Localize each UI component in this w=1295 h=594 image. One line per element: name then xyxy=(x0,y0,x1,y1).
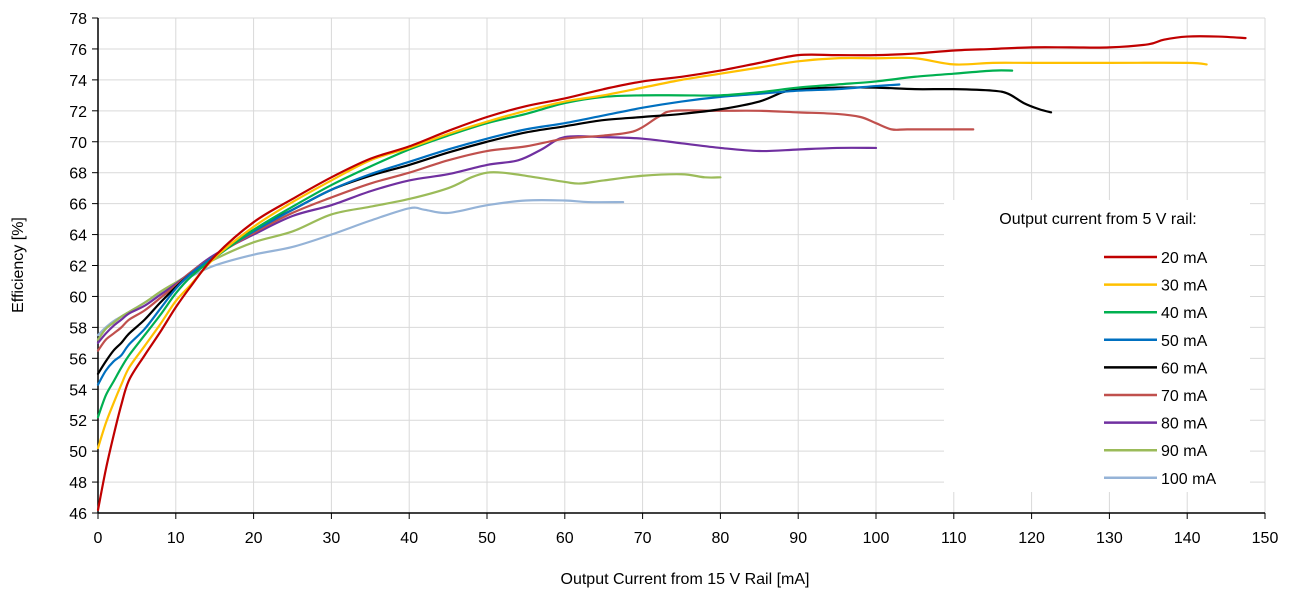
legend-label-30-ma: 30 mA xyxy=(1161,278,1208,295)
legend-label-20-ma: 20 mA xyxy=(1161,250,1208,267)
legend-title: Output current from 5 V rail: xyxy=(999,211,1196,228)
axes: 0 10 20 30 40 50 60 70 80 90 100 110 120 130 140 150 46 4… xyxy=(69,11,1278,547)
series-line-100-ma xyxy=(96,199,625,337)
legend-label-60-ma: 60 mA xyxy=(1161,360,1208,377)
series-line-60-ma xyxy=(96,86,1053,375)
x-tick-label: 110 xyxy=(941,530,967,547)
legend-label-70-ma: 70 mA xyxy=(1161,388,1208,405)
y-tick-label: 52 xyxy=(69,413,87,430)
series-line-20-ma xyxy=(96,35,1247,512)
x-tick-label: 140 xyxy=(1174,530,1201,547)
y-tick-label: 70 xyxy=(69,135,87,152)
y-tick-label: 56 xyxy=(69,351,87,368)
legend-label-80-ma: 80 mA xyxy=(1161,416,1208,433)
x-tick-label: 100 xyxy=(863,530,890,547)
x-tick-label: 80 xyxy=(712,530,730,547)
y-tick-label: 46 xyxy=(69,506,87,523)
legend-background xyxy=(944,200,1250,492)
y-tick-label: 78 xyxy=(69,11,87,28)
y-tick-label: 64 xyxy=(69,228,87,245)
y-tick-label: 72 xyxy=(69,104,87,121)
x-tick-label: 20 xyxy=(245,530,263,547)
x-axis-label: Output Current from 15 V Rail [mA] xyxy=(561,571,810,588)
x-tick-label: 150 xyxy=(1252,530,1279,547)
x-tick-label: 90 xyxy=(789,530,807,547)
legend-label-40-ma: 40 mA xyxy=(1161,305,1208,322)
y-tick-label: 74 xyxy=(69,73,87,90)
legend: Output current from 5 V rail: 20 mA 30 mA 4… xyxy=(944,200,1250,492)
series-lines xyxy=(96,35,1247,512)
y-tick-label: 50 xyxy=(69,444,87,461)
y-tick-label: 68 xyxy=(69,166,87,183)
legend-label-100-ma: 100 mA xyxy=(1161,471,1216,488)
series-line-80-ma xyxy=(96,135,878,344)
y-tick-label: 58 xyxy=(69,320,87,337)
y-axis-label: Efficiency [%] xyxy=(10,217,27,313)
x-tick-label: 130 xyxy=(1096,530,1123,547)
x-tick-label: 70 xyxy=(634,530,652,547)
series-line-40-ma xyxy=(96,69,1014,419)
x-tick-label: 50 xyxy=(478,530,496,547)
y-tick-label: 66 xyxy=(69,197,87,214)
x-tick-label: 120 xyxy=(1018,530,1045,547)
y-tick-label: 76 xyxy=(69,42,87,59)
x-tick-label: 10 xyxy=(167,530,185,547)
x-tick-label: 30 xyxy=(323,530,341,547)
series-line-30-ma xyxy=(96,56,1208,450)
y-tick-label: 48 xyxy=(69,475,87,492)
y-tick-label: 62 xyxy=(69,259,87,276)
series-line-50-ma xyxy=(96,83,901,386)
legend-label-90-ma: 90 mA xyxy=(1161,443,1208,460)
series-line-70-ma xyxy=(96,109,975,352)
legend-label-50-ma: 50 mA xyxy=(1161,333,1208,350)
x-tick-label: 40 xyxy=(400,530,418,547)
y-tick-label: 54 xyxy=(69,382,87,399)
y-tick-label: 60 xyxy=(69,289,87,306)
series-line-90-ma xyxy=(96,171,722,341)
x-tick-label: 0 xyxy=(94,530,103,547)
x-tick-label: 60 xyxy=(556,530,574,547)
